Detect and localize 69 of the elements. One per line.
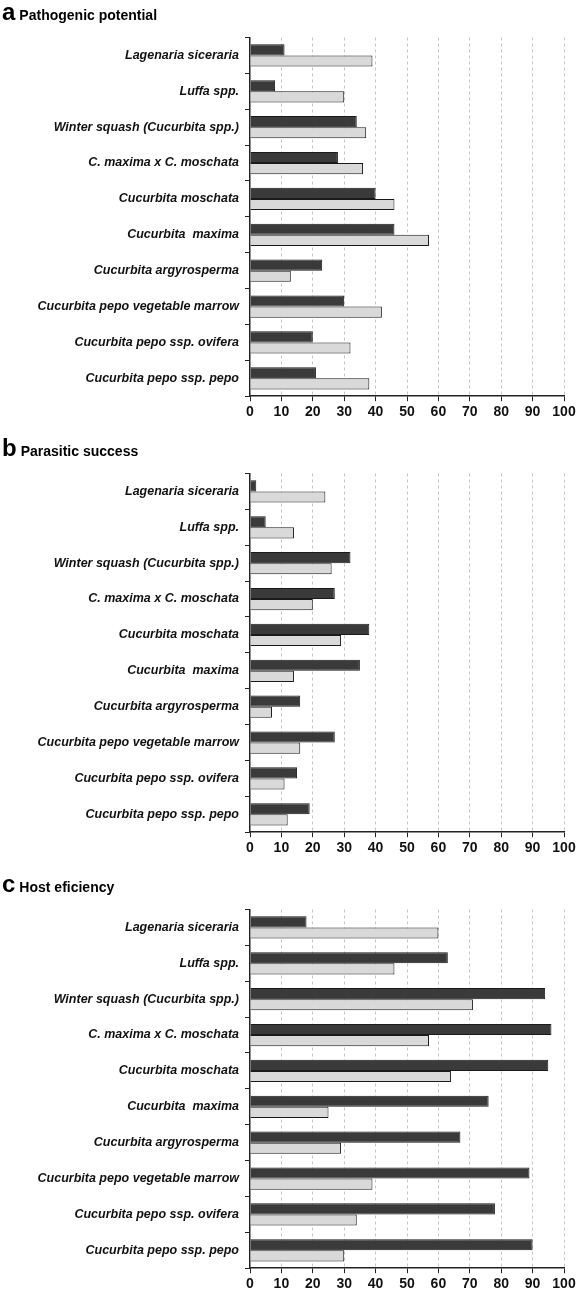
x-tick-label: 60 (430, 1275, 447, 1292)
text: a (2, 0, 16, 25)
y-tick-label: Winter squash (Cucurbita spp.) (53, 991, 239, 1006)
x-tick-label: 40 (367, 1275, 384, 1292)
x-tick-label: 20 (305, 1275, 321, 1292)
x-tick-label: 0 (246, 839, 255, 856)
y-tick-label: Cucurbita pepo ssp. pepo (85, 806, 240, 821)
y-tick-label: Cucurbita pepo ssp. ovifera (74, 770, 240, 785)
x-tick-label: 100 (552, 403, 576, 420)
x-tick-label: 0 (246, 1275, 255, 1292)
x-tick-label: 90 (524, 839, 541, 856)
text: Pathogenic potential (19, 7, 158, 23)
y-tick-label: Luffa spp. (179, 83, 239, 98)
y-tick-label: Lagenaria siceraria (125, 919, 240, 934)
y-tick-label: Cucurbita moschata (118, 1063, 240, 1078)
x-tick-label: 90 (524, 1275, 541, 1292)
x-tick-label: 30 (336, 839, 353, 856)
y-tick-label: Cucurbita pepo ssp. ovifera (74, 334, 240, 349)
x-tick-label: 40 (367, 403, 384, 420)
y-tick-label: Cucurbita maxima (127, 663, 240, 678)
x-tick-label: 50 (399, 839, 415, 856)
y-tick-label: Cucurbita pepo vegetable marrow (37, 298, 241, 313)
text: c (2, 870, 16, 897)
x-tick-label: 10 (273, 839, 290, 856)
y-tick-label: Cucurbita argyrosperma (93, 263, 240, 278)
x-tick-label: 70 (462, 839, 478, 856)
x-tick-label: 30 (336, 1275, 353, 1292)
text: b (2, 434, 17, 461)
y-tick-label: Cucurbita argyrosperma (93, 699, 240, 714)
y-tick-label: C. maxima x C. moschata (88, 1027, 240, 1042)
x-tick-label: 60 (430, 403, 447, 420)
x-tick-label: 60 (430, 839, 447, 856)
y-tick-label: Cucurbita argyrosperma (93, 1135, 240, 1150)
y-tick-label: Lagenaria siceraria (125, 483, 240, 498)
x-tick-label: 80 (493, 1275, 510, 1292)
x-tick-label: 30 (336, 403, 353, 420)
x-tick-label: 90 (524, 403, 541, 420)
x-tick-label: 0 (246, 403, 255, 420)
x-tick-label: 10 (273, 403, 290, 420)
x-tick-label: 100 (552, 1275, 576, 1292)
y-tick-label: Cucurbita pepo vegetable marrow (37, 734, 241, 749)
x-tick-label: 80 (493, 839, 510, 856)
x-tick-label: 70 (462, 1275, 478, 1292)
y-tick-label: Luffa spp. (179, 519, 239, 534)
y-tick-label: Lagenaria siceraria (125, 47, 240, 62)
y-tick-label: Winter squash (Cucurbita spp.) (53, 119, 239, 134)
y-tick-label: Cucurbita pepo ssp. pepo (85, 1242, 240, 1257)
x-tick-label: 80 (493, 403, 510, 420)
y-tick-label: Cucurbita maxima (127, 227, 240, 242)
y-tick-label: Cucurbita maxima (127, 1099, 240, 1114)
x-tick-label: 40 (367, 839, 384, 856)
y-tick-label: Cucurbita moschata (118, 627, 240, 642)
x-tick-label: 10 (273, 1275, 290, 1292)
x-tick-label: 70 (462, 403, 478, 420)
y-tick-label: Winter squash (Cucurbita spp.) (53, 555, 239, 570)
y-tick-label: Cucurbita moschata (118, 191, 240, 206)
y-tick-label: Cucurbita pepo vegetable marrow (37, 1170, 241, 1185)
text: Parasitic success (20, 443, 139, 459)
y-tick-label: C. maxima x C. moschata (88, 591, 240, 606)
text: Host eficiency (19, 879, 115, 895)
x-tick-label: 100 (552, 839, 576, 856)
x-tick-label: 20 (305, 403, 321, 420)
y-tick-label: Luffa spp. (179, 955, 239, 970)
y-tick-label: C. maxima x C. moschata (88, 155, 240, 170)
x-tick-label: 50 (399, 403, 415, 420)
y-tick-label: Cucurbita pepo ssp. pepo (85, 370, 240, 385)
y-tick-label: Cucurbita pepo ssp. ovifera (74, 1206, 240, 1221)
x-tick-label: 50 (399, 1275, 415, 1292)
x-tick-label: 20 (305, 839, 321, 856)
